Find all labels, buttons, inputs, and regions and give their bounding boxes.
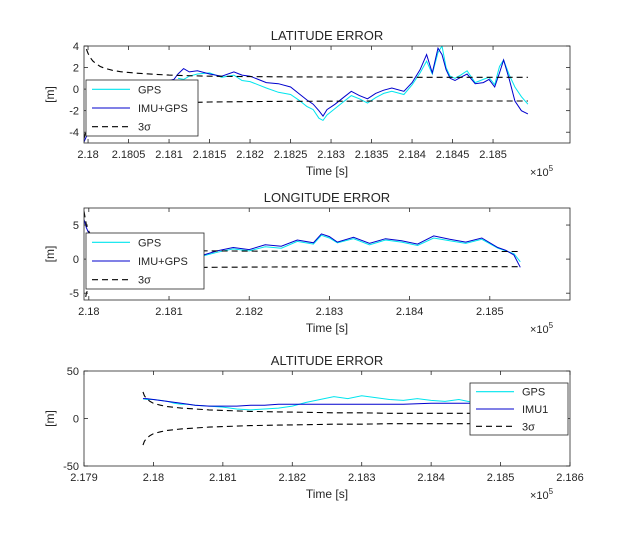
series-group bbox=[142, 391, 528, 446]
y-tick-label: 0 bbox=[73, 84, 79, 96]
chart-panel-2: 2.18 2.181 2.182 2.183 2.184 2.185 -5 0 5 LONGITU… bbox=[43, 190, 571, 336]
legend-label: 3σ bbox=[138, 275, 151, 287]
legend-label: 3σ bbox=[138, 122, 151, 134]
legend-label: GPS bbox=[138, 237, 161, 249]
x-tick-label: 2.1805 bbox=[112, 149, 146, 161]
series-sigma-upper bbox=[142, 391, 527, 414]
series-line-1 bbox=[142, 393, 528, 411]
x-tick-label: 2.183 bbox=[316, 306, 344, 318]
y-tick-label: 0 bbox=[73, 414, 79, 426]
x-tick-label: 2.181 bbox=[209, 472, 237, 484]
x-tick-label: 2.185 bbox=[476, 306, 504, 318]
y-tick-label: 4 bbox=[73, 41, 79, 53]
x-tick-label: 2.181 bbox=[155, 149, 183, 161]
x-tick-label: 2.18 bbox=[78, 306, 99, 318]
x-tick-label: 2.1825 bbox=[274, 149, 308, 161]
legend-label: IMU+GPS bbox=[138, 103, 188, 115]
x-tick-label: 2.1835 bbox=[355, 149, 389, 161]
axes-box bbox=[83, 207, 571, 301]
y-tick-label: 2 bbox=[73, 63, 79, 75]
legend-label: IMU+GPS bbox=[138, 256, 188, 268]
x-tick-label: 2.182 bbox=[235, 306, 263, 318]
x-axis-label: Time [s] bbox=[306, 164, 348, 178]
x-tick-label: 2.18 bbox=[143, 472, 164, 484]
y-tick-label: 0 bbox=[73, 254, 79, 266]
x-tick-label: 2.179 bbox=[70, 472, 98, 484]
chart-panel-1: 2.18 2.1805 2.181 2.1815 2.182 2.1825 2.183 2.1… bbox=[43, 28, 571, 179]
y-tick-label: -50 bbox=[63, 461, 79, 473]
y-axis-label: [m] bbox=[43, 246, 57, 263]
y-tick-label: -4 bbox=[69, 127, 79, 139]
series-line-2 bbox=[143, 398, 528, 407]
x-tick-label: 2.185 bbox=[487, 472, 515, 484]
x-tick-label: 2.186 bbox=[556, 472, 584, 484]
chart-title: LATITUDE ERROR bbox=[271, 28, 383, 43]
series-line-1 bbox=[177, 46, 529, 122]
x-tick-label: 2.183 bbox=[317, 149, 345, 161]
chart-title: ALTITUDE ERROR bbox=[271, 353, 383, 368]
y-tick-label: 5 bbox=[73, 220, 79, 232]
legend-label: GPS bbox=[522, 387, 545, 399]
x-tick-label: 2.184 bbox=[396, 306, 424, 318]
chart-panel-3: 2.179 2.18 2.181 2.182 2.183 2.184 2.185 2.186 -… bbox=[43, 353, 584, 502]
series-sigma-lower bbox=[142, 423, 527, 446]
y-tick-label: -2 bbox=[69, 106, 79, 118]
legend: GPS IMU1 3σ bbox=[469, 382, 569, 436]
x-tick-label: 2.181 bbox=[155, 306, 183, 318]
legend: GPS IMU+GPS 3σ bbox=[85, 79, 199, 137]
legend-label: 3σ bbox=[522, 421, 535, 433]
legend-label: IMU1 bbox=[522, 404, 548, 416]
y-tick-label: -5 bbox=[69, 288, 79, 300]
x-tick-label: 2.184 bbox=[398, 149, 426, 161]
x-tick-label: 2.183 bbox=[348, 472, 376, 484]
series-sigma-upper bbox=[85, 46, 528, 78]
y-tick-label: 50 bbox=[67, 366, 79, 378]
x-tick-label: 2.1845 bbox=[436, 149, 470, 161]
y-axis-label: [m] bbox=[43, 86, 57, 103]
legend-label: GPS bbox=[138, 84, 161, 96]
x-exponent-label: ×105 bbox=[530, 321, 554, 336]
chart-title: LONGITUDE ERROR bbox=[264, 190, 390, 205]
x-tick-label: 2.18 bbox=[77, 149, 98, 161]
y-axis-label: [m] bbox=[43, 410, 57, 427]
x-axis-label: Time [s] bbox=[306, 487, 348, 501]
x-tick-label: 2.185 bbox=[479, 149, 507, 161]
x-tick-label: 2.184 bbox=[417, 472, 445, 484]
axes-box bbox=[83, 45, 571, 144]
x-tick-label: 2.1815 bbox=[193, 149, 227, 161]
x-tick-label: 2.182 bbox=[279, 472, 307, 484]
x-exponent-label: ×105 bbox=[530, 487, 554, 502]
x-axis-label: Time [s] bbox=[306, 321, 348, 335]
x-exponent-label: ×105 bbox=[530, 164, 554, 179]
x-tick-label: 2.182 bbox=[236, 149, 264, 161]
legend: GPS IMU+GPS 3σ bbox=[85, 232, 205, 290]
series-line-1 bbox=[200, 234, 521, 263]
